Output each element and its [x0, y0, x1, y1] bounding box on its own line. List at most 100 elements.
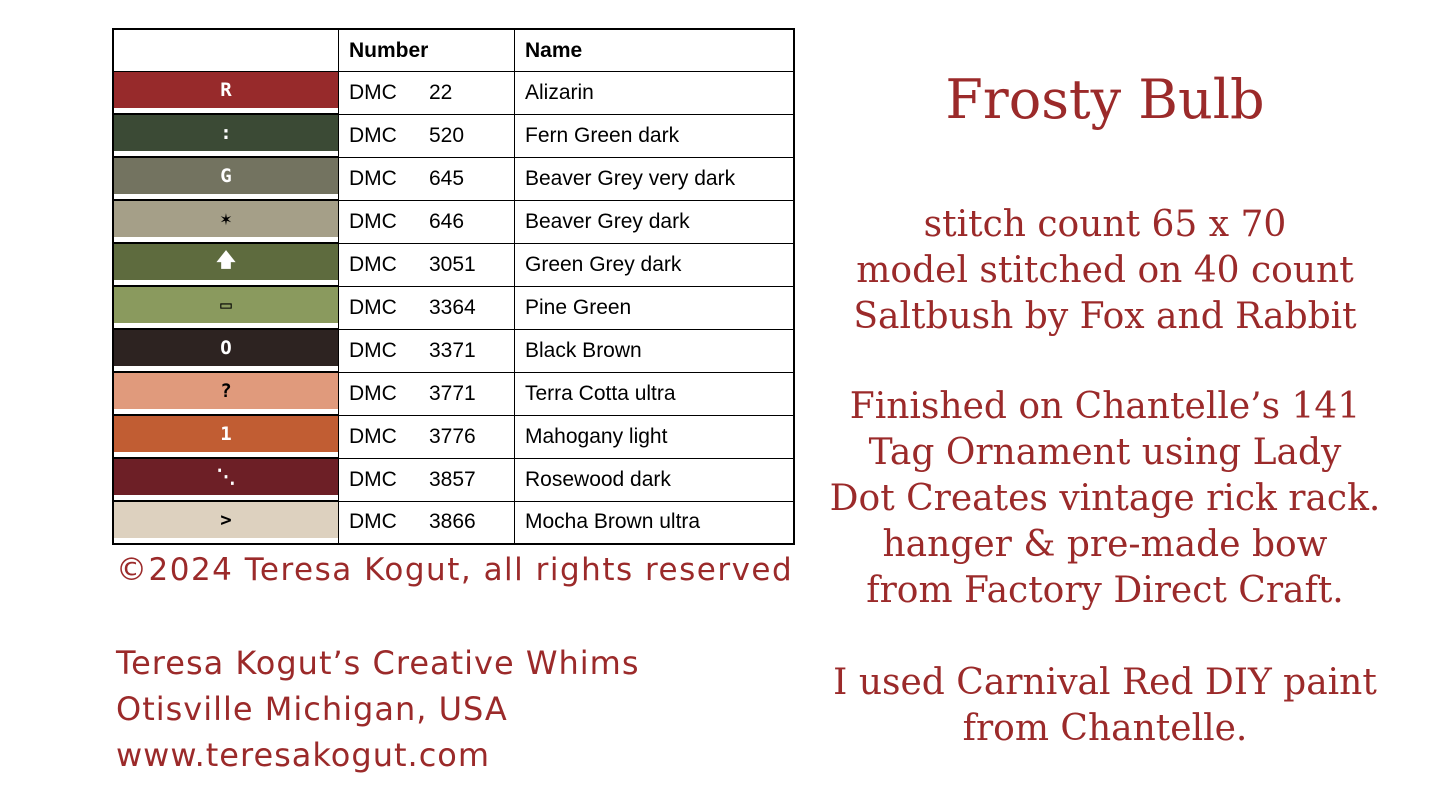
floss-code: 520 [429, 123, 465, 147]
detail-line: model stitched on 40 count [856, 250, 1354, 291]
name-cell: Pine Green [514, 285, 795, 330]
name-cell: Beaver Grey very dark [514, 156, 795, 201]
brand: DMC [349, 80, 397, 104]
website-link[interactable]: www.teresakogut.com [116, 736, 491, 774]
stitch-symbol: 🡅 [216, 249, 236, 271]
symbol-cell: ⋱ [112, 457, 339, 502]
name-cell: Fern Green dark [514, 113, 795, 158]
table-row: 🡅 DMC 3051 Green Grey dark [112, 242, 795, 287]
floss-code: 3776 [429, 424, 476, 448]
color-swatch: ✶ [114, 201, 338, 237]
stitch-symbol: ⋱ [216, 466, 236, 488]
number-cell: DMC 3051 [338, 242, 515, 287]
header-symbol [112, 28, 339, 72]
table-row: O DMC 3371 Black Brown [112, 328, 795, 373]
table-row: R DMC 22 Alizarin [112, 71, 795, 115]
brand: DMC [349, 295, 397, 319]
finishing-line: hanger & pre-made bow [882, 524, 1328, 565]
stitch-symbol: ? [220, 380, 232, 402]
table-row: : DMC 520 Fern Green dark [112, 113, 795, 158]
stitch-details: stitch count 65 x 70 model stitched on 4… [800, 202, 1410, 340]
finishing-notes: Finished on Chantelle’s 141 Tag Ornament… [800, 384, 1410, 614]
color-swatch: ▭ [114, 287, 338, 323]
stitch-symbol: O [220, 337, 232, 359]
business-name: Teresa Kogut’s Creative Whims [116, 644, 640, 682]
paint-notes: I used Carnival Red DIY paint from Chant… [800, 660, 1410, 752]
number-cell: DMC 645 [338, 156, 515, 201]
symbol-cell: : [112, 113, 339, 158]
color-swatch: > [114, 502, 338, 538]
finishing-line: Tag Ornament using Lady [868, 432, 1342, 473]
symbol-cell: ▭ [112, 285, 339, 330]
number-cell: DMC 3771 [338, 371, 515, 416]
brand: DMC [349, 166, 397, 190]
table-row: > DMC 3866 Mocha Brown ultra [112, 500, 795, 545]
stitch-symbol: R [220, 79, 232, 101]
table-row: 1 DMC 3776 Mahogany light [112, 414, 795, 459]
color-key-table: Number Name R DMC 22 Alizarin: DMC 520 Fer… [112, 28, 795, 545]
floss-code: 3866 [429, 510, 476, 534]
name-cell: Mocha Brown ultra [514, 500, 795, 545]
brand: DMC [349, 338, 397, 362]
floss-code: 3364 [429, 295, 476, 319]
brand: DMC [349, 123, 397, 147]
number-cell: DMC 3776 [338, 414, 515, 459]
table-row: ⋱ DMC 3857 Rosewood dark [112, 457, 795, 502]
stitch-symbol: ▭ [220, 294, 232, 316]
color-swatch: ⋱ [114, 459, 338, 495]
symbol-cell: ? [112, 371, 339, 416]
floss-code: 646 [429, 209, 465, 233]
brand: DMC [349, 252, 397, 276]
floss-code: 645 [429, 166, 465, 190]
name-cell: Rosewood dark [514, 457, 795, 502]
header-number: Number [338, 28, 515, 72]
symbol-cell: 🡅 [112, 242, 339, 287]
number-cell: DMC 520 [338, 113, 515, 158]
floss-code: 3771 [429, 381, 476, 405]
table-row: G DMC 645 Beaver Grey very dark [112, 156, 795, 201]
symbol-cell: ✶ [112, 199, 339, 244]
symbol-cell: G [112, 156, 339, 201]
symbol-cell: R [112, 71, 339, 115]
table-row: ▭ DMC 3364 Pine Green [112, 285, 795, 330]
number-cell: DMC 22 [338, 71, 515, 115]
address: Teresa Kogut’s Creative Whims Otisville … [116, 640, 640, 778]
brand: DMC [349, 467, 397, 491]
symbol-cell: 1 [112, 414, 339, 459]
paint-line: from Chantelle. [962, 708, 1248, 749]
color-swatch: G [114, 158, 338, 194]
floss-code: 3371 [429, 338, 476, 362]
name-cell: Mahogany light [514, 414, 795, 459]
table-row: ? DMC 3771 Terra Cotta ultra [112, 371, 795, 416]
number-cell: DMC 3866 [338, 500, 515, 545]
number-cell: DMC 3364 [338, 285, 515, 330]
symbol-cell: O [112, 328, 339, 373]
detail-line: Saltbush by Fox and Rabbit [853, 296, 1357, 337]
copyright: ©2024 Teresa Kogut, all rights reserved [116, 552, 794, 588]
number-cell: DMC 646 [338, 199, 515, 244]
location: Otisville Michigan, USA [116, 690, 508, 728]
brand: DMC [349, 381, 397, 405]
number-cell: DMC 3371 [338, 328, 515, 373]
color-swatch: O [114, 330, 338, 366]
name-cell: Beaver Grey dark [514, 199, 795, 244]
stitch-symbol: 1 [220, 423, 232, 445]
detail-line: stitch count 65 x 70 [923, 204, 1287, 245]
name-cell: Green Grey dark [514, 242, 795, 287]
floss-code: 3051 [429, 252, 476, 276]
name-cell: Alizarin [514, 71, 795, 115]
stitch-symbol: ✶ [220, 208, 232, 230]
color-swatch: 🡅 [114, 244, 338, 280]
floss-code: 3857 [429, 467, 476, 491]
stitch-symbol: G [220, 165, 232, 187]
paint-line: I used Carnival Red DIY paint [833, 662, 1377, 703]
brand: DMC [349, 424, 397, 448]
color-swatch: ? [114, 373, 338, 409]
color-swatch: : [114, 115, 338, 151]
stitch-symbol: : [220, 122, 232, 144]
symbol-cell: > [112, 500, 339, 545]
finishing-line: Dot Creates vintage rick rack. [829, 478, 1381, 519]
stitch-symbol: > [220, 509, 232, 531]
color-swatch: R [114, 72, 338, 108]
brand: DMC [349, 510, 397, 534]
